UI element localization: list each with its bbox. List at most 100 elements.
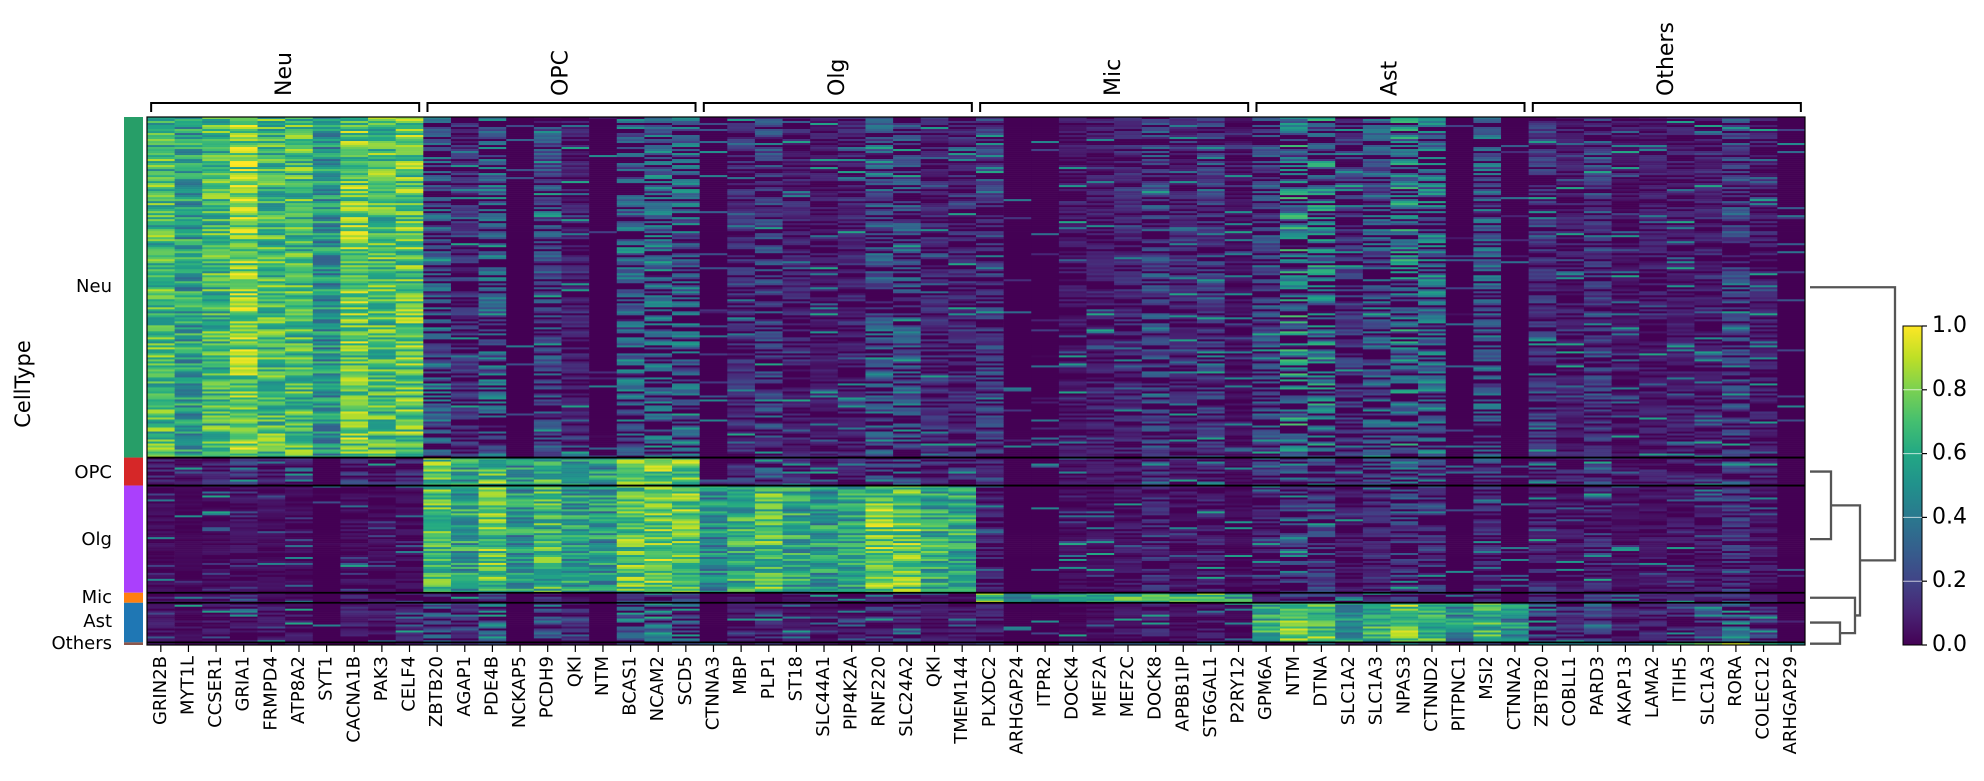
heatmap-cell <box>257 253 286 256</box>
heatmap-cell <box>810 451 839 454</box>
heatmap-cell <box>257 145 286 148</box>
heatmap-cell <box>644 253 673 256</box>
heatmap-cell <box>340 135 369 138</box>
heatmap-cell <box>561 209 590 212</box>
heatmap-cell <box>506 257 535 260</box>
heatmap-cell <box>450 437 479 440</box>
heatmap-cell <box>368 325 396 328</box>
heatmap-cell <box>616 317 645 320</box>
heatmap-cell <box>506 329 535 332</box>
heatmap-cell <box>174 157 203 160</box>
heatmap-cell <box>285 225 314 228</box>
heatmap-cell <box>782 453 811 456</box>
heatmap-cell <box>920 205 949 208</box>
heatmap-cell <box>202 125 231 128</box>
heatmap-cell <box>920 225 949 228</box>
heatmap-cell <box>782 301 811 304</box>
heatmap-cell <box>672 201 700 204</box>
heatmap-cell <box>837 349 866 352</box>
heatmap-cell <box>810 285 839 288</box>
heatmap-cell <box>644 287 673 290</box>
heatmap-cell <box>589 437 618 440</box>
heatmap-cell <box>699 435 728 438</box>
heatmap-cell <box>395 413 424 416</box>
heatmap-cell <box>561 273 590 276</box>
heatmap-cell <box>478 383 507 386</box>
heatmap-cell <box>893 413 922 416</box>
heatmap-cell <box>616 315 645 318</box>
heatmap-cell <box>312 155 341 158</box>
heatmap-cell <box>533 195 562 198</box>
heatmap-cell <box>644 411 673 414</box>
heatmap-cell <box>589 169 618 172</box>
heatmap-cell <box>312 193 341 196</box>
heatmap-cell <box>478 143 507 146</box>
heatmap-cell <box>920 311 949 314</box>
heatmap-cell <box>450 223 479 226</box>
heatmap-cell <box>920 191 949 194</box>
heatmap-cell <box>368 117 396 120</box>
heatmap-cell <box>202 161 231 164</box>
heatmap-cell <box>644 447 673 450</box>
heatmap-cell <box>312 383 341 386</box>
heatmap-cell <box>699 439 728 442</box>
heatmap-cell <box>865 237 894 240</box>
heatmap-cell <box>506 139 535 142</box>
heatmap-cell <box>450 273 479 276</box>
heatmap-cell <box>616 427 645 430</box>
heatmap-cell <box>533 443 562 446</box>
heatmap-cell <box>257 127 286 130</box>
heatmap-cell <box>229 431 258 434</box>
heatmap-cell <box>754 437 783 440</box>
heatmap-cell <box>727 141 756 144</box>
heatmap-cell <box>589 233 618 236</box>
heatmap-cell <box>672 405 700 408</box>
heatmap-cell <box>727 121 756 124</box>
heatmap-cell <box>561 215 590 218</box>
heatmap-cell <box>589 409 618 412</box>
heatmap-cell <box>285 355 314 358</box>
heatmap-cell <box>893 303 922 306</box>
heatmap-cell <box>202 197 231 200</box>
heatmap-cell <box>920 183 949 186</box>
heatmap-cell <box>837 351 866 354</box>
heatmap-cell <box>893 299 922 302</box>
heatmap-cell <box>865 447 894 450</box>
heatmap-cell <box>229 447 258 450</box>
heatmap-cell <box>395 223 424 226</box>
heatmap-cell <box>782 361 811 364</box>
heatmap-cell <box>533 421 562 424</box>
heatmap-cell <box>506 225 535 228</box>
heatmap-cell <box>423 289 452 292</box>
heatmap-cell <box>782 431 811 434</box>
heatmap-cell <box>533 295 562 298</box>
heatmap-cell <box>368 389 396 392</box>
heatmap-cell <box>644 365 673 368</box>
heatmap-cell <box>754 257 783 260</box>
heatmap-cell <box>423 323 452 326</box>
heatmap-cell <box>561 249 590 252</box>
heatmap-cell <box>672 163 700 166</box>
heatmap-cell <box>893 187 922 190</box>
heatmap-cell <box>395 129 424 132</box>
heatmap-cell <box>340 133 369 136</box>
heatmap-cell <box>589 281 618 284</box>
heatmap-cell <box>782 243 811 246</box>
heatmap-cell <box>202 243 231 246</box>
heatmap-cell <box>782 309 811 312</box>
heatmap-cell <box>312 449 341 452</box>
heatmap-cell <box>506 145 535 148</box>
heatmap-cell <box>174 235 203 238</box>
heatmap-cell <box>257 353 286 356</box>
heatmap-cell <box>174 225 203 228</box>
heatmap-cell <box>368 247 396 250</box>
heatmap-cell <box>257 139 286 142</box>
heatmap-cell <box>147 283 175 286</box>
heatmap-cell <box>229 433 258 436</box>
heatmap-cell <box>837 285 866 288</box>
heatmap-cell <box>147 129 175 132</box>
heatmap-cell <box>395 405 424 408</box>
heatmap-cell <box>423 421 452 424</box>
heatmap-cell <box>312 299 341 302</box>
heatmap-cell <box>644 293 673 296</box>
